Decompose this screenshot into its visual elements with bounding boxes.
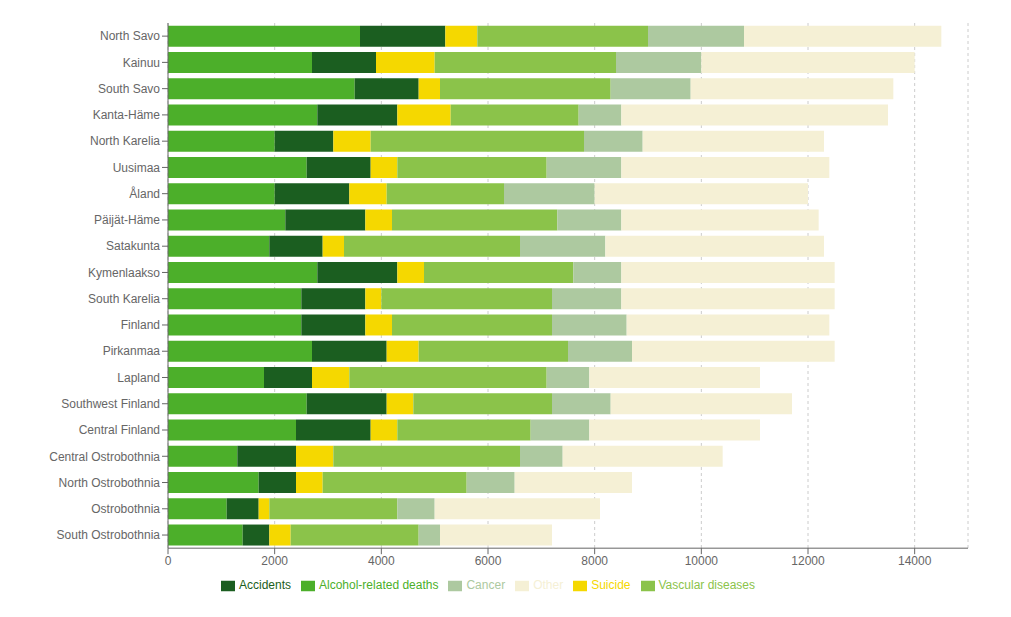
svg-text:Pirkanmaa: Pirkanmaa bbox=[103, 344, 161, 358]
svg-text:Kanta-Häme: Kanta-Häme bbox=[93, 108, 161, 122]
svg-text:North Karelia: North Karelia bbox=[90, 134, 160, 148]
svg-text:Päijät-Häme: Päijät-Häme bbox=[94, 213, 160, 227]
svg-text:South Ostrobothnia: South Ostrobothnia bbox=[57, 528, 161, 542]
svg-text:10000: 10000 bbox=[685, 554, 719, 568]
svg-text:South Savo: South Savo bbox=[98, 82, 160, 96]
svg-text:Ostrobothnia: Ostrobothnia bbox=[91, 502, 160, 516]
svg-text:8000: 8000 bbox=[581, 554, 608, 568]
html-text:Vascular diseases: Vascular diseases bbox=[658, 578, 755, 593]
svg-text:12000: 12000 bbox=[791, 554, 825, 568]
html-text:Alcohol-related deaths: Alcohol-related deaths bbox=[319, 578, 439, 593]
svg-text:14000: 14000 bbox=[898, 554, 932, 568]
svg-text:2000: 2000 bbox=[261, 554, 288, 568]
svg-text:Uusimaa: Uusimaa bbox=[113, 161, 161, 175]
html-text:Suicide: Suicide bbox=[591, 578, 631, 593]
svg-text:6000: 6000 bbox=[475, 554, 502, 568]
svg-text:Satakunta: Satakunta bbox=[106, 239, 160, 253]
html-text:Accidents: Accidents bbox=[239, 578, 291, 593]
svg-text:Finland: Finland bbox=[121, 318, 160, 332]
html-text:Cancer: Cancer bbox=[466, 578, 506, 593]
svg-text:0: 0 bbox=[165, 554, 172, 568]
svg-text:Kainuu: Kainuu bbox=[123, 56, 160, 70]
svg-text:Central Finland: Central Finland bbox=[79, 423, 160, 437]
svg-text:Central Ostrobothnia: Central Ostrobothnia bbox=[49, 450, 160, 464]
svg-text:North Ostrobothnia: North Ostrobothnia bbox=[59, 476, 161, 490]
svg-text:4000: 4000 bbox=[368, 554, 395, 568]
svg-text:Åland: Åland bbox=[129, 186, 160, 201]
svg-text:Lapland: Lapland bbox=[117, 371, 160, 385]
svg-text:Southwest Finland: Southwest Finland bbox=[61, 397, 160, 411]
svg-text:Kymenlaakso: Kymenlaakso bbox=[88, 266, 160, 280]
svg-text:South Karelia: South Karelia bbox=[88, 292, 160, 306]
html-text:Other: Other bbox=[533, 578, 564, 593]
svg-text:North Savo: North Savo bbox=[100, 29, 160, 43]
